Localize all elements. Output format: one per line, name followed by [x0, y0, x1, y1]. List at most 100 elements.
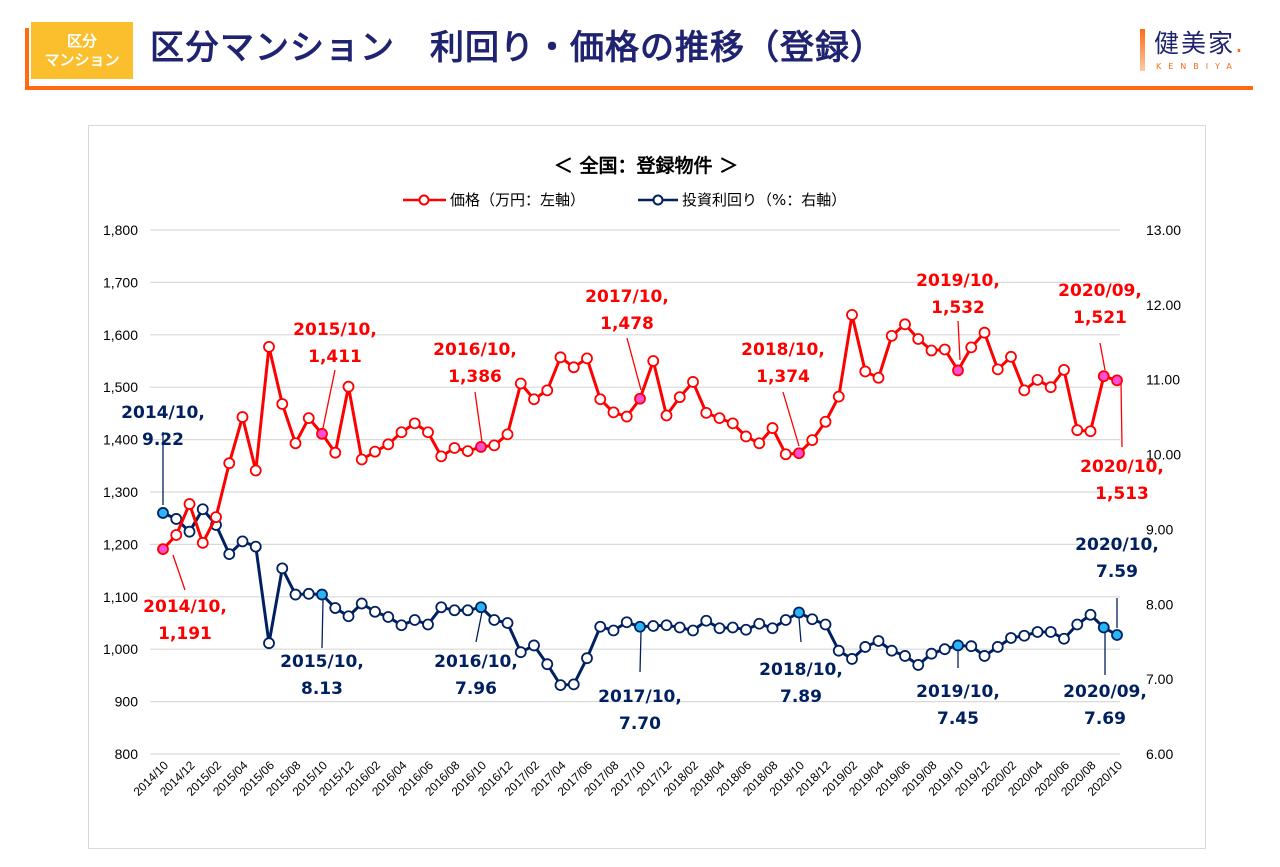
price-point — [846, 308, 858, 321]
annotation-label-date: 2018/10, — [741, 340, 825, 360]
yield-point — [448, 604, 461, 617]
yield-point — [316, 588, 328, 601]
price-point — [885, 329, 898, 342]
yield-point — [355, 597, 368, 610]
price-point — [872, 371, 885, 384]
yield-point — [819, 618, 832, 631]
price-point — [316, 427, 328, 440]
price-point — [965, 341, 978, 354]
annotation-label-value: 7.96 — [455, 679, 497, 699]
annotation-leader-line — [782, 391, 800, 447]
left-axis-tick-label: 1,100 — [103, 589, 138, 605]
yield-point — [607, 624, 620, 637]
price-point — [355, 453, 368, 466]
price-point — [713, 412, 726, 425]
price-point — [249, 464, 262, 477]
yield-point — [567, 678, 580, 691]
yield-point — [713, 622, 726, 635]
price-point — [952, 364, 964, 377]
price-point — [1031, 373, 1044, 386]
yield-point — [1044, 626, 1057, 638]
left-axis-tick-label: 1,200 — [103, 536, 138, 552]
yield-point — [501, 617, 514, 629]
price-point — [607, 406, 620, 419]
yield-point — [1018, 629, 1031, 642]
yield-point — [329, 602, 342, 614]
chart-title: ＜ 全国：登録物件 ＞ — [554, 154, 738, 177]
left-axis-tick-label: 1,400 — [103, 432, 138, 448]
right-axis-tick-label: 12.00 — [1146, 297, 1181, 313]
price-point — [475, 441, 487, 453]
price-point — [620, 410, 633, 423]
yield-point — [422, 618, 434, 631]
annotation-label-value: 7.45 — [937, 709, 979, 729]
left-axis-tick-label: 800 — [115, 746, 139, 762]
annotation-label-value: 8.13 — [301, 679, 343, 699]
yield-point — [1031, 626, 1044, 638]
logo-text: 健美家. — [1154, 29, 1245, 58]
annotation-label-date: 2020/09, — [1063, 682, 1147, 702]
price-point — [925, 344, 938, 357]
annotation-label-date: 2018/10, — [759, 660, 843, 680]
price-point — [978, 326, 991, 339]
yield-point — [726, 621, 739, 634]
annotation-label-value: 1,532 — [931, 298, 985, 318]
annotation-leader-line — [957, 320, 961, 361]
annotation-leader-line — [1099, 342, 1106, 371]
yield-point — [673, 621, 686, 634]
yield-point — [170, 513, 183, 525]
yield-point — [740, 623, 752, 636]
price-point — [899, 318, 911, 331]
price-point — [819, 415, 832, 428]
annotation-label-date: 2020/10, — [1080, 457, 1164, 477]
yield-point — [952, 639, 964, 652]
yield-point — [594, 620, 607, 633]
yield-point — [263, 637, 275, 650]
left-axis-tick-label: 1,600 — [103, 327, 138, 343]
price-point — [647, 355, 660, 367]
yield-point — [581, 652, 593, 665]
price-point — [687, 376, 699, 388]
price-point — [369, 445, 381, 458]
annotation-label-value: 1,386 — [448, 367, 502, 387]
yield-point — [700, 614, 713, 627]
yield-point — [1111, 629, 1123, 641]
yield-point — [1084, 608, 1097, 621]
price-point — [700, 406, 713, 419]
price-point — [289, 437, 302, 450]
right-axis-tick-label: 11.00 — [1146, 372, 1180, 388]
price-point — [528, 393, 540, 406]
yield-point — [779, 614, 792, 626]
price-series — [157, 308, 1123, 556]
annotations: 2014/10, 1,191 2015/10, 1,411 2016/10, 1,386 2… — [121, 271, 1164, 734]
legend-price-marker-icon — [418, 194, 430, 206]
price-point — [263, 340, 275, 353]
annotation-label-date: 2015/10, — [293, 320, 377, 340]
yield-point — [846, 653, 858, 665]
yield-point — [766, 622, 779, 635]
price-point — [541, 384, 554, 397]
yield-point — [899, 650, 911, 662]
price-point — [501, 428, 514, 441]
annotation-label-value: 7.70 — [619, 714, 661, 734]
yield-point — [342, 610, 355, 623]
price-point — [382, 438, 395, 451]
yield-point — [276, 562, 289, 575]
yield-point — [1005, 632, 1017, 644]
annotation-label-date: 2020/10, — [1075, 535, 1159, 555]
price-point — [157, 543, 169, 556]
price-point — [461, 445, 474, 458]
right-axis-tick-label: 8.00 — [1146, 596, 1173, 612]
annotation-label-value: 1,411 — [308, 347, 362, 367]
price-point — [634, 392, 646, 405]
price-point — [766, 422, 779, 434]
annotation-label-date: 2019/10, — [916, 682, 1000, 702]
price-point — [859, 365, 872, 378]
yield-point — [912, 659, 925, 671]
right-axis-tick-label: 13.00 — [1146, 222, 1181, 238]
yield-point — [925, 647, 938, 660]
header-accent-bar — [25, 28, 29, 90]
yield-point — [461, 604, 474, 617]
price-point — [488, 439, 501, 452]
